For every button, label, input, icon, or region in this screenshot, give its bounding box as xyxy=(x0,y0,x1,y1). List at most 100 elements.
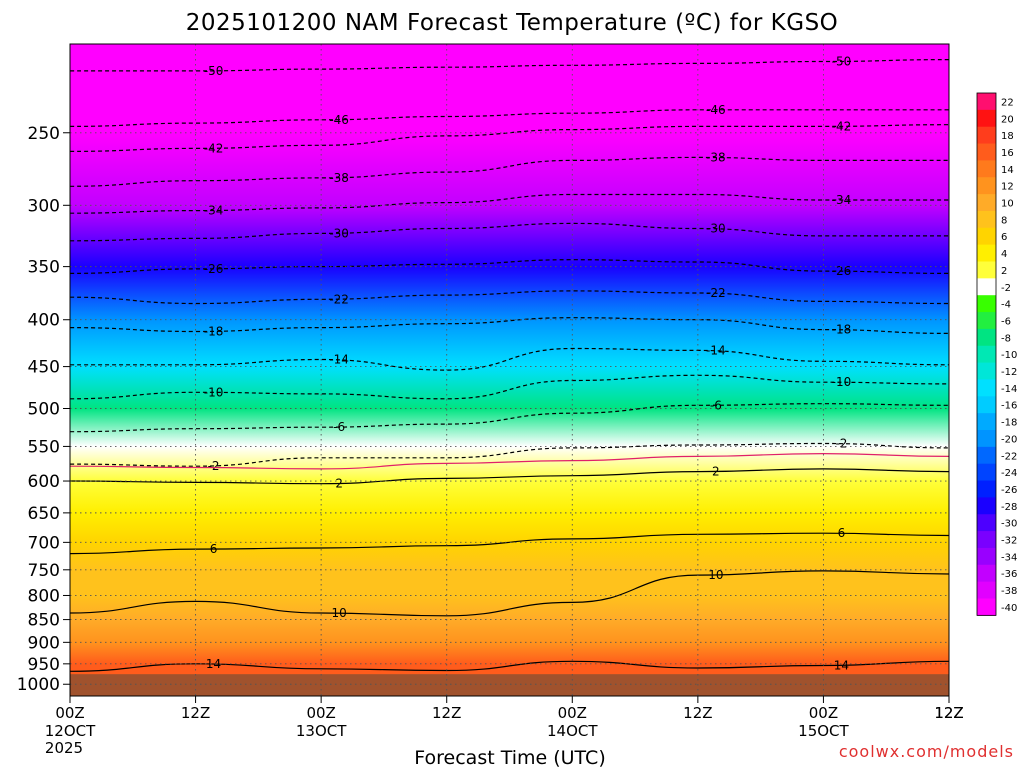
contour-line xyxy=(70,156,949,187)
contour-label: -6 xyxy=(710,398,722,412)
colorbar-label: -4 xyxy=(1001,300,1011,311)
colorbar-swatch xyxy=(977,295,996,313)
contour-label: -10 xyxy=(832,375,852,389)
colorbar-swatch xyxy=(977,160,996,178)
colorbar: 22 20 18 16 14 12 10 8 6 4 2 -2 -4 -6 -8 -10 -12 -14 -16 -1… xyxy=(976,92,1017,616)
contour-label: -14 xyxy=(329,352,349,366)
colorbar-swatch xyxy=(977,564,996,583)
x-tick-year: 2025 xyxy=(45,739,83,757)
colorbar-label: 18 xyxy=(1001,131,1014,142)
x-tick-label: 12Z xyxy=(934,704,963,722)
contour-line xyxy=(70,660,949,672)
colorbar-label: -6 xyxy=(1001,316,1011,327)
contour-label: 10 xyxy=(332,606,347,620)
surface-area xyxy=(70,674,949,696)
colorbar-swatch xyxy=(977,446,996,465)
y-tick-label: 900 xyxy=(28,633,60,653)
contour-label: -30 xyxy=(706,221,726,235)
colorbar-swatch xyxy=(977,261,996,279)
colorbar-swatch xyxy=(977,379,996,397)
credit-text: coolwx.com/models xyxy=(839,742,1014,761)
colorbar-label: -20 xyxy=(1001,434,1017,445)
contour-line xyxy=(70,124,949,152)
colorbar-swatch xyxy=(977,362,996,380)
contour-label: -14 xyxy=(706,343,726,357)
x-tick-label: 12Z xyxy=(934,704,963,722)
temperature-field xyxy=(70,44,949,696)
contour-label: -2 xyxy=(208,459,220,473)
contour-label: -34 xyxy=(204,204,224,218)
y-tick-label: 500 xyxy=(28,400,60,420)
x-tick-date: 14OCT xyxy=(547,722,598,740)
y-tick-label: 650 xyxy=(28,504,60,524)
colorbar-label: -2 xyxy=(1001,283,1011,294)
contour-label: -42 xyxy=(832,119,852,133)
contour-label: 6 xyxy=(210,542,218,556)
colorbar-swatch xyxy=(977,345,996,364)
y-tick-label: 850 xyxy=(28,611,60,631)
colorbar-swatch xyxy=(977,396,996,414)
contour-label: -42 xyxy=(204,141,224,155)
y-tick-label: 400 xyxy=(28,311,60,331)
contour-line xyxy=(70,374,949,400)
x-tick-label: 12Z xyxy=(181,704,210,722)
y-tick-label: 300 xyxy=(28,196,60,216)
colorbar-label: -12 xyxy=(1001,367,1017,378)
contour-line xyxy=(70,317,949,334)
colorbar-label: 8 xyxy=(1001,215,1007,226)
colorbar-swatch xyxy=(977,278,996,296)
colorbar-swatch xyxy=(977,143,996,161)
y-tick-label: 550 xyxy=(28,437,60,457)
colorbar-swatch xyxy=(977,598,996,616)
colorbar-swatch xyxy=(977,547,996,566)
contour-line xyxy=(70,532,949,555)
colorbar-label: -36 xyxy=(1001,569,1017,580)
contour-line xyxy=(70,570,949,617)
colorbar-swatch xyxy=(977,194,996,212)
colorbar-swatch xyxy=(977,109,996,128)
colorbar-swatch xyxy=(977,177,996,195)
contour-line xyxy=(70,290,949,305)
colorbar-swatch xyxy=(977,227,996,246)
colorbar-label: 20 xyxy=(1001,114,1014,125)
y-tick-label: 750 xyxy=(28,561,60,581)
colorbar-swatch xyxy=(977,312,996,330)
colorbar-label: 14 xyxy=(1001,165,1014,176)
colorbar-label: -18 xyxy=(1001,418,1017,429)
contour-label: -26 xyxy=(204,262,224,276)
colorbar-label: -26 xyxy=(1001,485,1017,496)
chart-title: 2025101200 NAM Forecast Temperature (ºC)… xyxy=(186,10,839,36)
colorbar-swatch xyxy=(977,581,996,599)
contour-label: -30 xyxy=(329,226,349,240)
y-tick-label: 600 xyxy=(28,472,60,492)
contour-label: -6 xyxy=(333,420,345,434)
plot-frame xyxy=(69,43,950,697)
colorbar-swatch xyxy=(977,480,996,498)
contour-label: 14 xyxy=(206,657,221,671)
x-tick-label: 00Z xyxy=(55,704,84,722)
y-axis: 2503003504004505005506006507007508008509… xyxy=(17,124,70,695)
contour-label: -18 xyxy=(832,323,852,337)
contour-label: 10 xyxy=(708,568,723,582)
colorbar-swatch xyxy=(977,328,996,347)
colorbar-label: -14 xyxy=(1001,384,1017,395)
colorbar-swatch xyxy=(977,210,996,229)
colorbar-label: -32 xyxy=(1001,536,1017,547)
colorbar-swatch xyxy=(977,93,996,111)
contour-line xyxy=(70,259,949,274)
x-axis-label: Forecast Time (UTC) xyxy=(414,747,605,768)
plot-area: -50-50-46-46-42-42-38-38-34-34-30 -30-26-… xyxy=(70,44,949,696)
x-tick-label: 00Z xyxy=(809,704,838,722)
contour-label: -46 xyxy=(706,103,726,117)
colorbar-label: -40 xyxy=(1001,603,1017,614)
colorbar-label: 2 xyxy=(1001,266,1007,277)
colorbar-swatch xyxy=(977,244,996,262)
y-tick-label: 700 xyxy=(28,533,60,553)
contour-label: -18 xyxy=(204,324,224,338)
contour-label: -38 xyxy=(329,171,349,185)
contour-label: -46 xyxy=(329,113,349,127)
colorbar-label: -10 xyxy=(1001,350,1017,361)
contour-label: 14 xyxy=(834,659,849,673)
colorbar-label: 12 xyxy=(1001,182,1014,193)
